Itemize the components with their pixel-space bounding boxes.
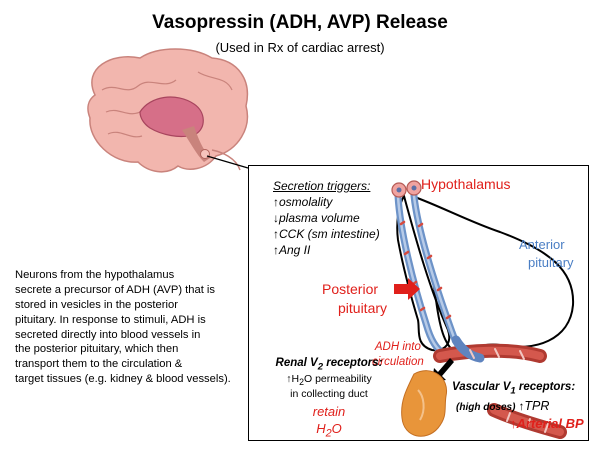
- up-arrow-icon: ↑: [518, 400, 525, 413]
- posterior-pointer-arrow: [394, 278, 420, 300]
- renal-receptors-block: Renal V2 receptors: ↑H2O permeability in…: [254, 356, 404, 441]
- down-arrow-icon: ↓: [273, 211, 279, 226]
- vascular-heading: Vascular V1 receptors:: [452, 381, 576, 397]
- trigger-item: ↑CCK (sm intestine): [273, 227, 380, 242]
- hypothalamic-neuron-bodies: [391, 180, 422, 198]
- pituitary-detail-panel: [248, 165, 589, 441]
- arterial-bp-label: ↑Arterial BP: [510, 416, 584, 431]
- description-line: Neurons from the hypothalamus: [15, 269, 175, 281]
- trigger-item: ↓plasma volume: [273, 211, 360, 226]
- up-arrow-icon: ↑: [510, 416, 517, 431]
- trigger-item: ↑Ang II: [273, 243, 311, 258]
- renal-location: in collecting duct: [290, 388, 368, 401]
- description-line: secrete a precursor of ADH (AVP) that is: [15, 283, 215, 296]
- up-arrow-icon: ↑: [286, 373, 292, 386]
- description-line: target tissues (e.g. kidney & blood vess…: [15, 373, 231, 386]
- description-line: pituitary. In response to stimuli, ADH i…: [15, 313, 206, 326]
- up-arrow-icon: ↑: [273, 227, 279, 242]
- renal-heading: Renal V2 receptors:: [275, 357, 383, 373]
- hypothalamus-label: Hypothalamus: [421, 176, 511, 192]
- page-title: Vasopressin (ADH, AVP) Release: [152, 12, 448, 33]
- description-line: the posterior pituitary, which then: [15, 343, 179, 356]
- vascular-blood-vessel: [487, 403, 567, 439]
- posterior-pituitary-outline: [396, 193, 451, 352]
- secretion-triggers: Secretion triggers: ↑osmolality ↓plasma …: [273, 178, 380, 258]
- neuron-fibers: [394, 192, 474, 360]
- retain-label: retain: [312, 404, 346, 420]
- trigger-item: ↑osmolality: [273, 195, 333, 210]
- description-line: stored in vesicles in the posterior: [15, 298, 178, 311]
- adh-circulation-label: ADH into circulation: [372, 341, 424, 368]
- description-line: transport them to the circulation &: [15, 358, 183, 371]
- triggers-heading: Secretion triggers:: [273, 179, 371, 193]
- vascular-receptors-block: Vascular V1 receptors: (high doses) ↑TPR: [452, 380, 575, 415]
- page-subtitle: (Used in Rx of cardiac arrest): [215, 40, 385, 55]
- description-paragraph: Neurons from the hypothalamus secrete a …: [15, 268, 255, 387]
- up-arrow-icon: ↑: [273, 243, 279, 258]
- h2o-label: H2O: [316, 420, 342, 440]
- renal-permeability: ↑H2O permeability: [286, 373, 372, 388]
- blood-vessel: [433, 335, 547, 363]
- vascular-tpr-row: (high doses) ↑TPR: [456, 398, 550, 413]
- anterior-pituitary-label: Anterior pituitary: [519, 237, 574, 270]
- posterior-pituitary-label: Posterior pituitary: [322, 281, 388, 316]
- description-line: secreted directly into blood vessels in: [15, 328, 201, 341]
- up-arrow-icon: ↑: [273, 195, 279, 210]
